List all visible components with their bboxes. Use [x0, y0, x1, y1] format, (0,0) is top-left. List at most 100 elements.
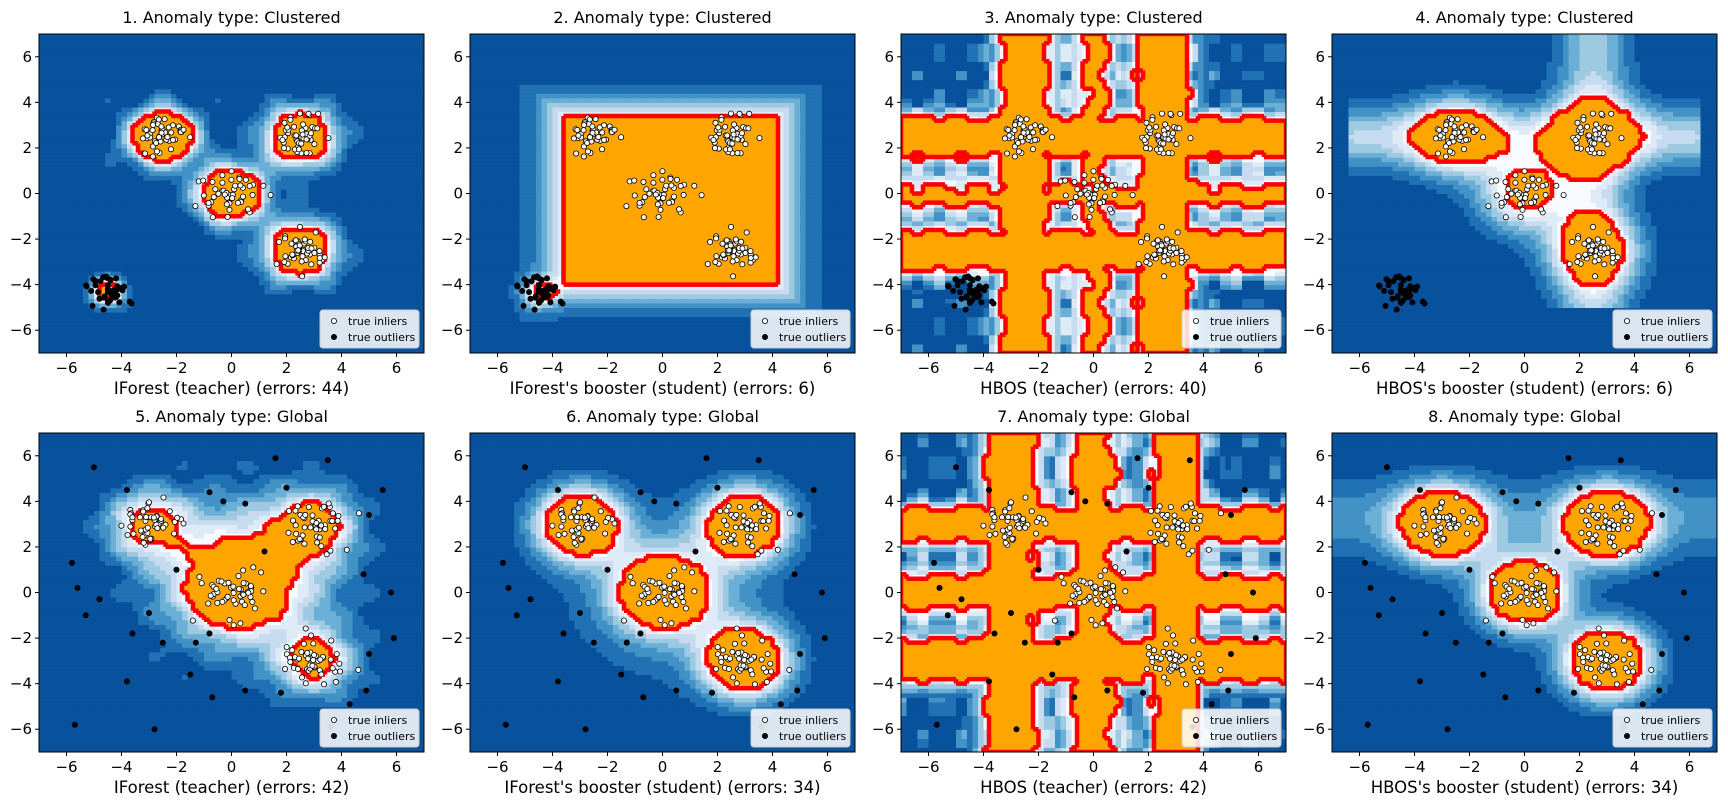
inlier-point — [296, 223, 303, 230]
inlier-point — [332, 678, 339, 685]
inlier-point — [1088, 616, 1095, 623]
inlier-point — [1161, 131, 1168, 138]
inlier-point — [1177, 110, 1184, 117]
inlier-point — [720, 251, 727, 258]
inlier-point — [316, 254, 323, 261]
inlier-point — [1539, 182, 1546, 189]
inlier-point — [659, 168, 666, 175]
legend-outlier-marker — [762, 333, 769, 340]
inlier-point — [294, 665, 301, 672]
subplot-6: −6 −6 −4 −4 −2 −2 0 0 2 2 4 4 6 6 6. Anomaly type: Glo… — [441, 407, 856, 797]
inlier-point — [143, 514, 150, 521]
inlier-point — [144, 524, 151, 531]
inlier-point — [575, 524, 582, 531]
inlier-point — [587, 134, 594, 141]
legend: true inliers true outliers — [319, 309, 420, 349]
inlier-point — [323, 551, 330, 558]
inlier-point — [1062, 177, 1069, 184]
inlier-point — [298, 258, 305, 265]
outlier-point — [1659, 651, 1666, 658]
inlier-point — [1630, 668, 1637, 675]
inlier-point — [1577, 124, 1584, 131]
inlier-point — [666, 573, 673, 580]
inlier-point — [145, 499, 152, 506]
outlier-point — [1008, 610, 1015, 617]
inlier-point — [1171, 662, 1178, 669]
inlier-point — [1572, 136, 1579, 143]
outlier-point — [637, 489, 644, 496]
inlier-point — [729, 140, 736, 147]
inlier-point — [1102, 591, 1109, 598]
x-tick-label: 4 — [337, 758, 347, 776]
inlier-point — [280, 145, 287, 152]
legend-outliers-label: true outliers — [348, 331, 415, 344]
inlier-point — [171, 530, 178, 537]
outlier-point — [1054, 639, 1061, 646]
inlier-point — [1158, 242, 1165, 249]
x-tick-label: 2 — [1575, 359, 1585, 377]
outlier-point — [709, 689, 716, 696]
inlier-point — [595, 134, 602, 141]
legend: true inliers true outliers — [1181, 708, 1282, 748]
inlier-point — [1001, 534, 1008, 541]
inlier-point — [1605, 229, 1612, 236]
inlier-point — [1023, 116, 1030, 123]
inlier-point — [302, 625, 309, 632]
outlier-point — [363, 687, 370, 694]
inlier-point — [1580, 116, 1587, 123]
inlier-point — [654, 201, 661, 208]
outlier-point — [1208, 701, 1215, 708]
inlier-point — [1622, 665, 1629, 672]
inlier-point — [661, 622, 668, 629]
inlier-point — [1157, 146, 1164, 153]
outlier-point — [1535, 500, 1542, 507]
inlier-point — [1575, 666, 1582, 673]
subplot-5: −6 −6 −4 −4 −2 −2 0 0 2 2 4 4 6 6 5. Anomaly type: Glo… — [10, 407, 425, 797]
y-tick-label: −2 — [872, 629, 894, 647]
outlier-point — [968, 297, 975, 304]
inlier-point — [1592, 253, 1599, 260]
inlier-point — [676, 589, 683, 596]
inlier-point — [718, 659, 725, 666]
inlier-point — [1610, 656, 1617, 663]
inlier-point — [147, 535, 154, 542]
inlier-point — [661, 589, 668, 596]
inlier-point — [704, 260, 711, 267]
inlier-point — [1173, 141, 1180, 148]
inlier-point — [561, 530, 568, 537]
outlier-point — [1399, 297, 1406, 304]
inlier-point — [1451, 516, 1458, 523]
subplot-title: 3. Anomaly type: Clustered — [984, 8, 1202, 27]
outlier-point — [324, 457, 331, 464]
inlier-point — [1163, 540, 1170, 547]
inlier-point — [747, 534, 754, 541]
outlier-point — [1385, 277, 1392, 284]
scatter-points — [1362, 455, 1690, 733]
inlier-point — [585, 148, 592, 155]
inlier-point — [1154, 522, 1161, 529]
outlier-point — [1414, 283, 1421, 290]
outlier-point — [1228, 651, 1235, 658]
inlier-point — [1601, 261, 1608, 268]
outlier-point — [116, 299, 123, 306]
inlier-point — [1601, 632, 1608, 639]
inlier-point — [289, 539, 296, 546]
x-tick-label: −4 — [541, 758, 563, 776]
legend-inlier-marker — [1193, 317, 1200, 324]
y-tick-label: 0 — [1315, 584, 1325, 602]
outlier-point — [514, 282, 521, 289]
inlier-point — [1135, 260, 1142, 267]
inlier-point — [1616, 551, 1623, 558]
y-tick-label: −2 — [872, 230, 894, 248]
legend-outlier-marker — [330, 333, 337, 340]
inlier-point — [149, 127, 156, 134]
inlier-point — [1591, 140, 1598, 147]
inlier-point — [1622, 518, 1629, 525]
inlier-point — [1194, 678, 1201, 685]
inlier-point — [581, 514, 588, 521]
outlier-point — [604, 566, 611, 573]
legend-inliers-label: true inliers — [348, 714, 408, 727]
outlier-point — [69, 559, 76, 566]
outlier-point — [96, 295, 103, 302]
inlier-point — [299, 131, 306, 138]
